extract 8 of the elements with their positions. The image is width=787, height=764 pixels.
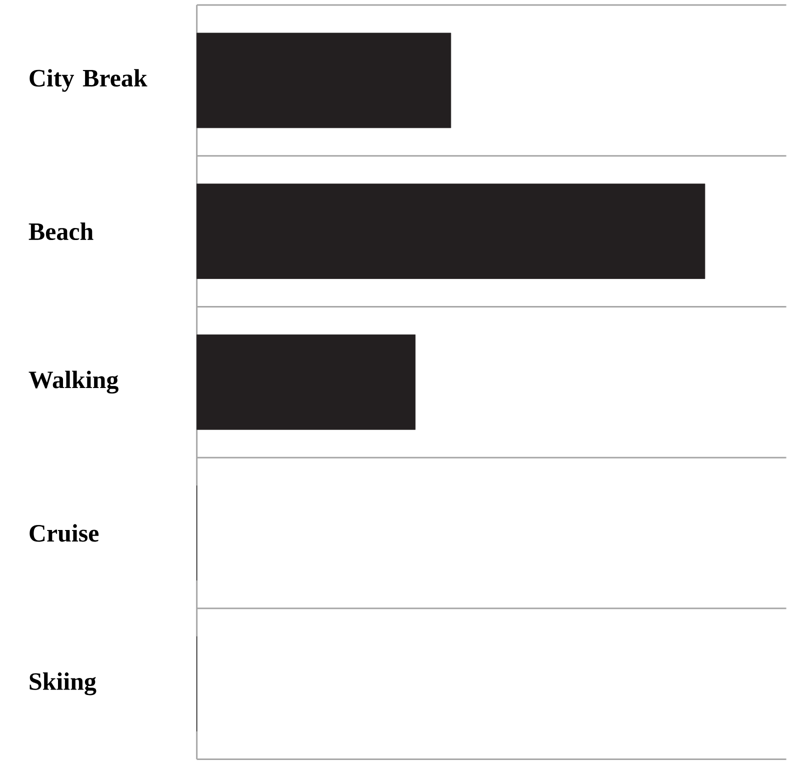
y-tick-label: City Break (30, 68, 148, 92)
y-tick-label: Cruise (30, 524, 99, 542)
y-tick-label: Walking (28, 370, 118, 394)
y-tick-label: Beach (28, 222, 94, 240)
bar (196, 32, 452, 128)
bar (196, 184, 706, 279)
y-tick-label: Skiing (30, 672, 96, 696)
bar (196, 334, 416, 430)
